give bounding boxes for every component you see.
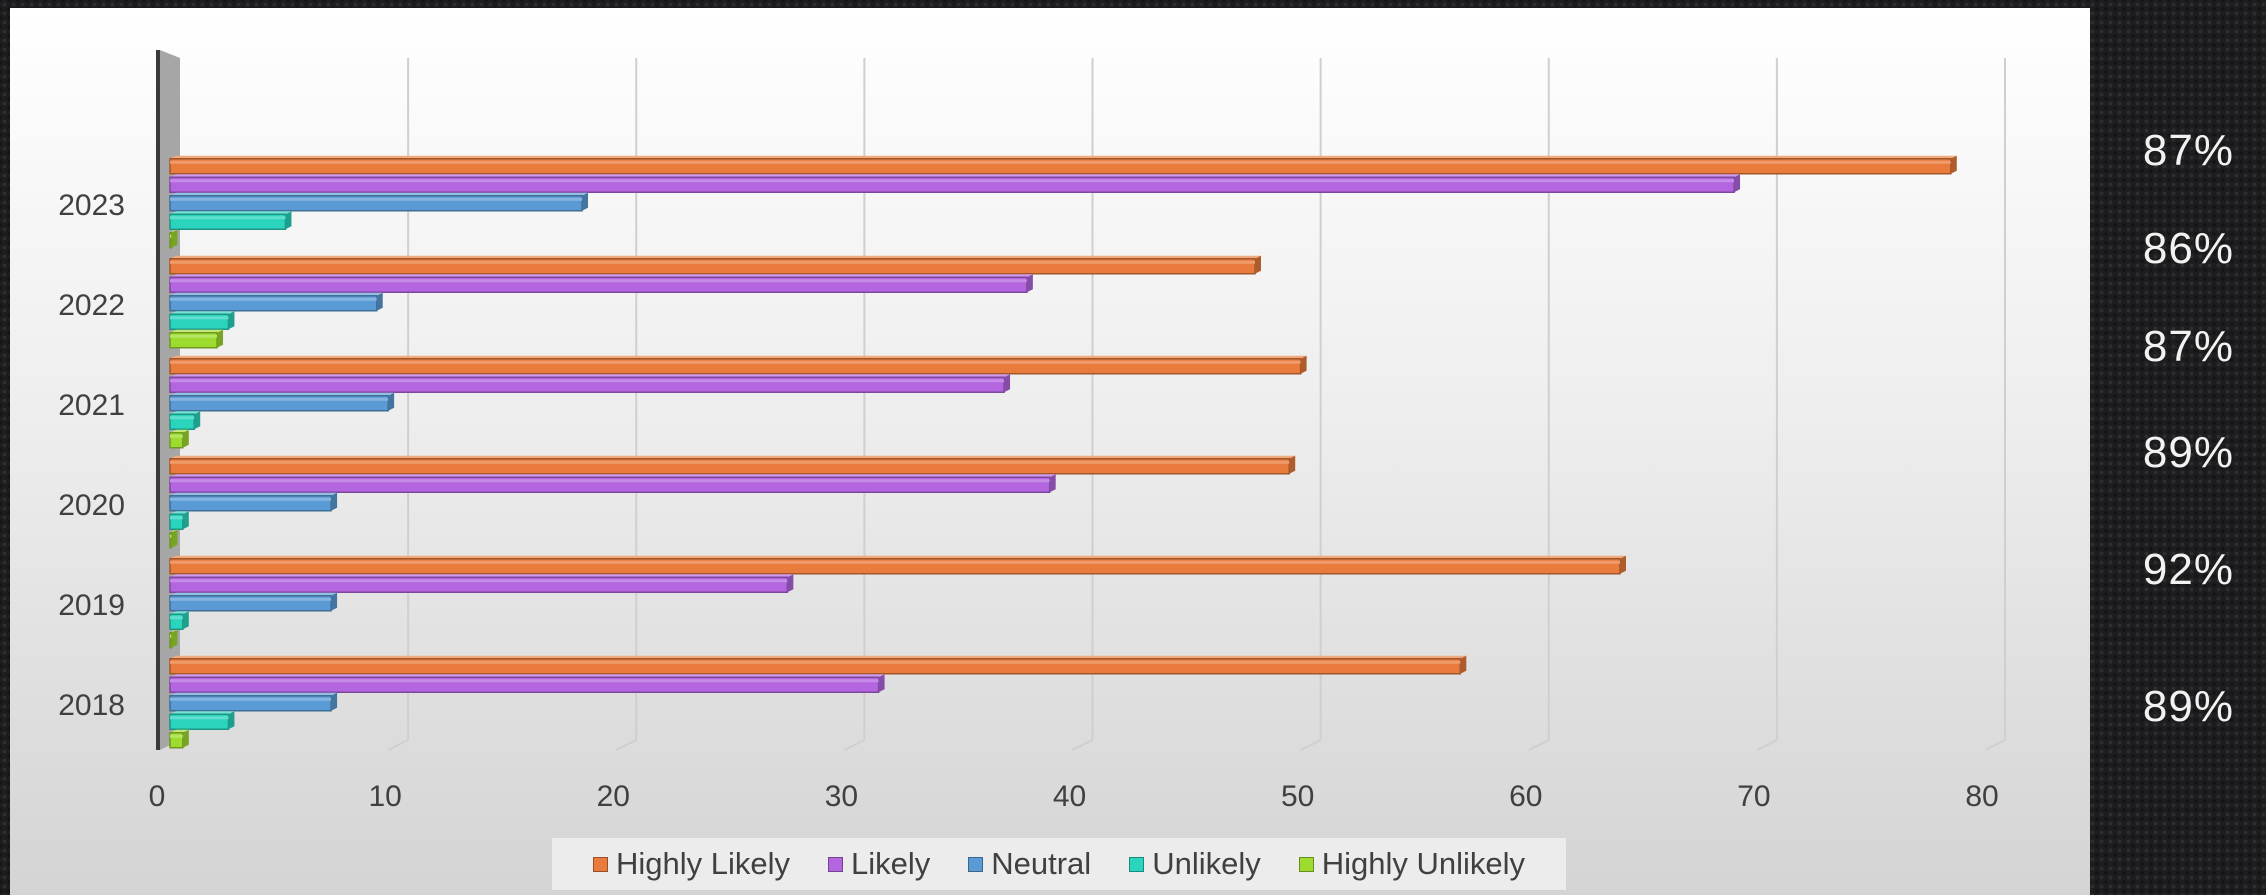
gridline-floor — [387, 739, 409, 751]
percent-label-2021: 87% — [2142, 322, 2234, 371]
chart-panel: 2018 2019 2020 2021 2022 2023 0 10 20 30 40 50 60 70 8… — [10, 8, 2090, 895]
legend-item-likely: Likely — [827, 846, 931, 882]
gridline-floor — [1528, 739, 1550, 751]
percent-label-2023: 87% — [2142, 126, 2234, 175]
gridline-floor — [615, 739, 637, 751]
bar-2019-highly-likely — [169, 555, 1626, 575]
bars — [169, 155, 1957, 749]
bar-2021-unlikely — [169, 411, 201, 430]
gridline-floor — [1756, 739, 1778, 751]
bar-2019-highly-unlikely — [169, 629, 178, 649]
percent-label-2018: 89% — [2142, 682, 2234, 731]
legend-swatch — [1129, 856, 1145, 872]
percent-label-2020: 89% — [2142, 428, 2234, 477]
gridline-floor — [1072, 739, 1093, 751]
x-tick-label: 30 — [825, 780, 858, 813]
bar-2022-highly-unlikely — [169, 329, 224, 349]
x-tick-label: 10 — [368, 780, 401, 813]
legend-item-unlikely: Unlikely — [1129, 846, 1261, 882]
legend-item-neutral: Neutral — [968, 846, 1091, 882]
bar-2021-likely — [169, 374, 1011, 393]
y-tick-label: 2023 — [58, 189, 125, 222]
bar-2019-likely — [169, 574, 794, 593]
legend-label: Unlikely — [1152, 846, 1261, 881]
legend-swatch — [827, 856, 843, 872]
bar-2022-neutral — [169, 292, 383, 312]
bar-2023-likely — [169, 174, 1741, 193]
bar-2021-highly-unlikely — [169, 429, 189, 449]
bar-chart: 2018 2019 2020 2021 2022 2023 0 10 20 30 40 50 60 70 8… — [58, 50, 2006, 813]
gridline-floor — [843, 739, 865, 751]
x-tick-label: 60 — [1509, 780, 1542, 813]
bar-2020-neutral — [169, 492, 338, 512]
legend-item-highly-likely: Highly Likely — [592, 846, 790, 882]
bar-2020-highly-unlikely — [169, 529, 178, 549]
x-tick-label: 40 — [1053, 780, 1086, 813]
bar-2020-likely — [169, 474, 1056, 493]
legend-label: Highly Unlikely — [1321, 846, 1526, 881]
x-tick-label: 50 — [1281, 780, 1314, 813]
bar-2020-unlikely — [169, 511, 189, 530]
y-tick-label: 2022 — [58, 289, 125, 322]
legend-swatch — [1298, 856, 1314, 872]
bar-2018-unlikely — [169, 711, 235, 730]
percent-label-2019: 92% — [2142, 545, 2234, 594]
tick-labels: 2018 2019 2020 2021 2022 2023 0 10 20 30 40 50 60 70 8… — [58, 189, 1998, 813]
bar-2021-highly-likely — [169, 355, 1307, 375]
y-tick-label: 2018 — [58, 689, 125, 722]
x-tick-label: 80 — [1965, 780, 1998, 813]
bar-2022-unlikely — [169, 311, 235, 330]
legend-swatch — [592, 856, 608, 872]
bar-2019-unlikely — [169, 611, 189, 630]
bar-2018-highly-likely — [169, 655, 1467, 675]
legend: Highly Likely Likely Neutral Unlikely Highly… — [552, 838, 1566, 890]
bar-2023-highly-likely — [169, 155, 1957, 175]
legend-label: Highly Likely — [615, 846, 790, 881]
gridline-floor — [1300, 739, 1322, 751]
y-tick-label: 2021 — [58, 389, 125, 422]
y-tick-label: 2019 — [58, 589, 125, 622]
y-tick-label: 2020 — [58, 489, 125, 522]
bar-2018-highly-unlikely — [169, 729, 189, 749]
x-tick-label: 0 — [149, 780, 166, 813]
bar-2020-highly-likely — [169, 455, 1296, 475]
legend-swatch — [968, 856, 984, 872]
x-tick-label: 20 — [597, 780, 630, 813]
bar-2018-likely — [169, 674, 885, 693]
legend-label: Likely — [850, 846, 931, 881]
legend-label: Neutral — [991, 846, 1092, 881]
bar-2023-unlikely — [169, 211, 292, 230]
bar-2022-highly-likely — [169, 255, 1261, 275]
bar-2022-likely — [169, 274, 1033, 293]
percent-label-2022: 86% — [2142, 224, 2234, 273]
legend-item-highly-unlikely: Highly Unlikely — [1298, 846, 1526, 882]
x-tick-label: 70 — [1737, 780, 1770, 813]
bar-2023-neutral — [169, 192, 589, 212]
bar-2023-highly-unlikely — [169, 229, 178, 249]
bar-2018-neutral — [169, 692, 338, 712]
bar-2021-neutral — [169, 392, 395, 412]
gridline-floor — [1984, 739, 2006, 751]
bar-2019-neutral — [169, 592, 338, 612]
